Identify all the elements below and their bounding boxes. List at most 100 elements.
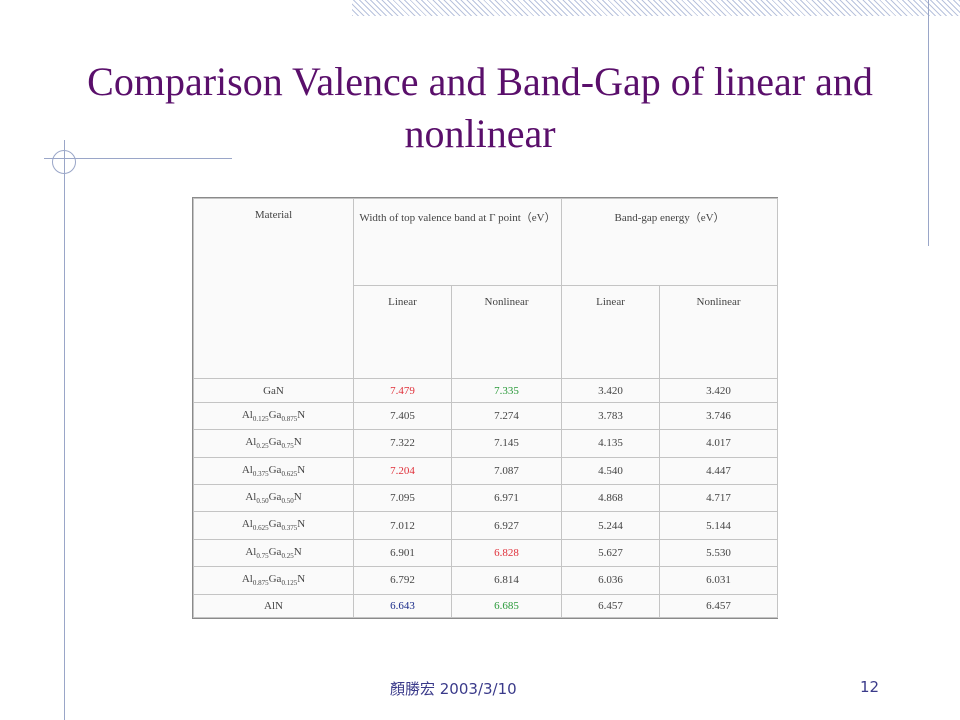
element-symbol: Ga [268,436,282,449]
element-symbol: Ga [268,491,282,504]
element-symbol: N [297,573,306,586]
b-nonlin-cell: 4.717 [659,483,779,513]
element-symbol: N [293,491,302,504]
element-symbol: Al [241,408,253,421]
v-lin-cell: 6.643 [353,593,452,619]
v-lin-cell: 6.901 [353,538,452,568]
b-nonlin-cell: 6.457 [659,593,779,619]
composition-subscript: 0.875 [252,579,269,588]
b-lin-cell: 3.783 [561,401,661,431]
v-nonlin-cell: 6.927 [450,511,563,540]
ring-ornament [52,150,76,174]
header-bandgap-energy: Band-gap energy（eV） [561,198,779,286]
material-cell: Al0.75Ga0.25N [193,538,354,568]
table-row: Al0.625Ga0.375N 7.012 6.927 5.244 5.144 [193,511,779,540]
element-symbol: Al [245,545,257,558]
v-nonlin-cell: 6.828 [450,538,563,568]
material-cell: Al0.625Ga0.375N [193,511,354,540]
b-nonlin-cell: 6.031 [659,566,779,595]
table-row: Al0.125Ga0.875N 7.405 7.274 3.783 3.746 [193,401,779,431]
slide-title: Comparison Valence and Band-Gap of linea… [87,59,873,156]
element-symbol: Al [245,491,257,504]
v-nonlin-cell: 6.971 [450,483,563,513]
header-hatch-pattern [352,0,960,16]
b-lin-cell: 6.036 [561,566,661,595]
composition-subscript: 0.25 [281,552,294,561]
element-symbol: N [297,408,306,421]
v-nonlin-cell: 7.145 [450,429,563,458]
page-number: 12 [860,678,880,696]
v-lin-cell: 7.405 [353,401,452,431]
header-bandgap-linear: Linear [561,284,661,380]
b-lin-cell: 4.540 [561,456,661,485]
material-cell: Al0.875Ga0.125N [193,566,354,595]
table-row: Al0.25Ga0.75N 7.322 7.145 4.135 4.017 [193,429,779,458]
composition-subscript: 0.75 [281,442,294,451]
comparison-table: Material Width of top valence band at Γ … [192,197,779,619]
table-row: Al0.375Ga0.625N 7.204 7.087 4.540 4.447 [193,456,779,485]
element-symbol: GaN [263,384,284,397]
composition-subscript: 0.375 [281,524,298,533]
v-nonlin-cell: 6.814 [450,566,563,595]
right-vertical-line [928,0,929,246]
material-cell: Al0.50Ga0.50N [193,483,354,513]
table-row: Al0.875Ga0.125N 6.792 6.814 6.036 6.031 [193,566,779,595]
b-lin-cell: 6.457 [561,593,661,619]
b-nonlin-cell: 5.530 [659,538,779,568]
composition-subscript: 0.75 [256,552,269,561]
material-cell: Al0.125Ga0.875N [193,401,354,431]
composition-subscript: 0.625 [252,524,269,533]
footer-author-date: 顏勝宏 2003/3/10 [390,680,517,698]
material-cell: Al0.25Ga0.75N [193,429,354,458]
b-lin-cell: 5.627 [561,538,661,568]
element-symbol: Ga [268,545,282,558]
table-row: GaN 7.479 7.335 3.420 3.420 [193,378,779,403]
element-symbol: Al [241,518,253,531]
composition-subscript: 0.375 [252,469,269,478]
header-bandgap-nonlinear: Nonlinear [659,284,779,380]
left-vertical-line [64,140,65,720]
composition-subscript: 0.50 [256,497,269,506]
element-symbol: AlN [264,599,283,612]
b-nonlin-cell: 4.447 [659,456,779,485]
b-nonlin-cell: 5.144 [659,511,779,540]
v-lin-cell: 7.479 [353,378,452,403]
element-symbol: Al [241,573,253,586]
header-valence-width: Width of top valence band at Γ point（eV） [352,198,563,286]
v-lin-cell: 7.012 [353,511,452,540]
v-nonlin-cell: 7.087 [450,456,563,485]
element-symbol: Ga [268,408,282,421]
element-symbol: N [297,463,306,476]
left-horizontal-line [44,158,232,159]
material-cell: Al0.375Ga0.625N [193,456,354,485]
header-material: Material [193,197,354,380]
element-symbol: Al [245,436,257,449]
v-nonlin-cell: 7.335 [450,378,563,403]
composition-subscript: 0.125 [252,415,269,424]
b-lin-cell: 4.135 [561,429,661,458]
composition-subscript: 0.875 [281,415,298,424]
v-nonlin-cell: 6.685 [450,593,563,619]
v-nonlin-cell: 7.274 [450,401,563,431]
element-symbol: N [293,436,302,449]
b-nonlin-cell: 4.017 [659,429,779,458]
table-row: Al0.75Ga0.25N 6.901 6.828 5.627 5.530 [193,538,779,568]
b-nonlin-cell: 3.420 [659,378,779,403]
element-symbol: Ga [268,573,282,586]
composition-subscript: 0.25 [256,442,269,451]
element-symbol: Ga [268,518,282,531]
material-cell: AlN [193,593,354,619]
v-lin-cell: 7.204 [353,456,452,485]
element-symbol: Ga [268,463,282,476]
table-row: Al0.50Ga0.50N 7.095 6.971 4.868 4.717 [193,483,779,513]
composition-subscript: 0.625 [281,469,298,478]
b-lin-cell: 5.244 [561,511,661,540]
v-lin-cell: 6.792 [353,566,452,595]
b-lin-cell: 3.420 [561,378,661,403]
b-nonlin-cell: 3.746 [659,401,779,431]
element-symbol: N [293,545,302,558]
composition-subscript: 0.125 [281,579,298,588]
header-valence-linear: Linear [353,284,452,380]
header-valence-nonlinear: Nonlinear [450,284,563,380]
table-row: AlN 6.643 6.685 6.457 6.457 [193,593,779,619]
